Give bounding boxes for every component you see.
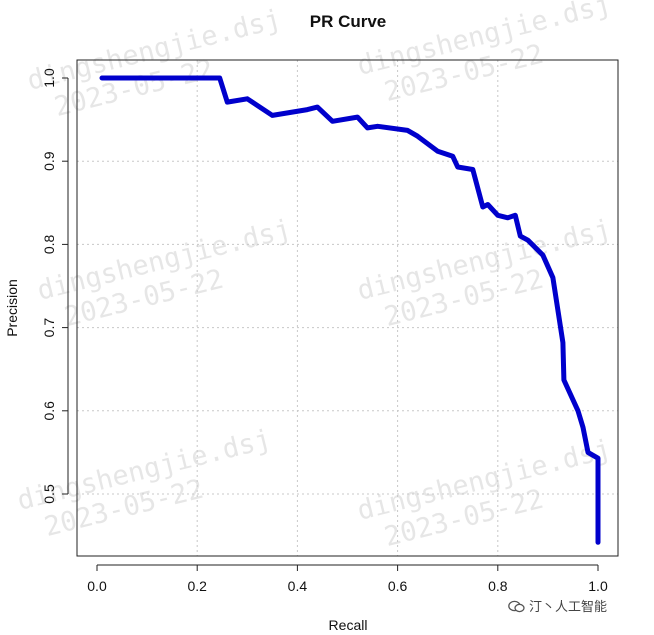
y-tick-label: 0.9 [41, 151, 57, 171]
credit-text: 汀丶人工智能 [529, 600, 608, 615]
wechat-icon [508, 600, 525, 613]
x-tick-label: 0.6 [388, 578, 408, 594]
y-tick-label: 0.7 [41, 318, 57, 338]
x-tick-label: 0.8 [488, 578, 508, 594]
x-tick-label: 0.4 [288, 578, 308, 594]
y-tick-label: 1.0 [41, 68, 57, 88]
grid-lines [77, 60, 618, 556]
x-tick-label: 1.0 [588, 578, 608, 594]
chart-title: PR Curve [310, 12, 387, 31]
pr-curve-line [99, 75, 601, 545]
x-axis-label: Recall [329, 617, 368, 633]
y-tick-label: 0.6 [41, 401, 57, 421]
y-axis-label: Precision [4, 279, 20, 337]
y-tick-label: 0.8 [41, 234, 57, 254]
source-credit: 汀丶人工智能 [508, 596, 607, 615]
x-tick-label: 0.2 [187, 578, 207, 594]
x-tick-label: 0.0 [87, 578, 107, 594]
y-tick-label: 0.5 [41, 484, 57, 504]
axes: 0.0 0.2 0.4 0.6 0.8 1.0 0.5 0.6 0.7 0.8 0.9 1.0 [41, 68, 608, 594]
series-layer [99, 75, 601, 545]
plot-frame [76, 59, 619, 557]
